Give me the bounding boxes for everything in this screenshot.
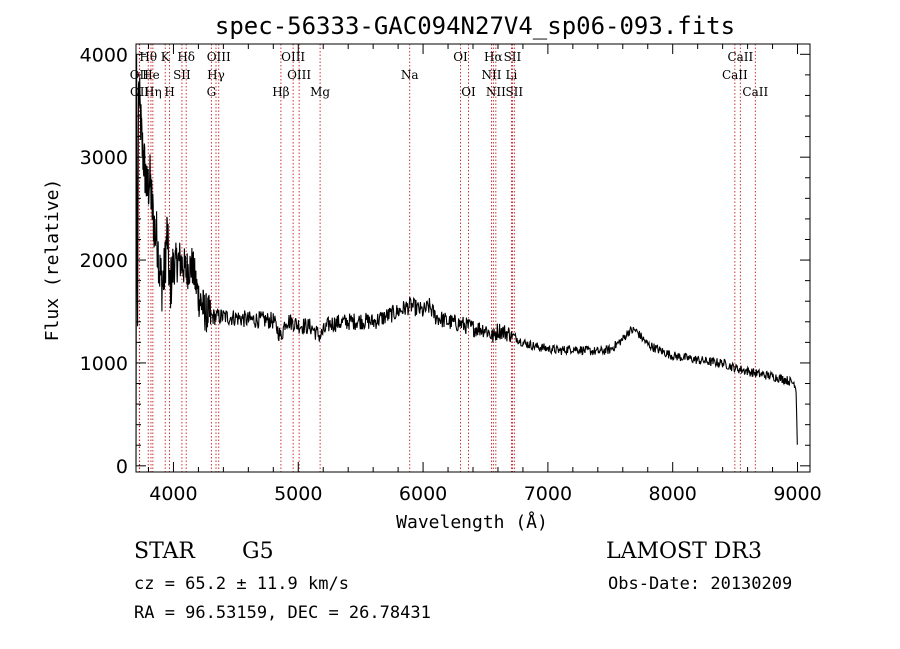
x-tick-label: 4000 xyxy=(149,483,197,505)
line-label: Hη xyxy=(144,85,162,99)
object-class: STAR xyxy=(134,539,195,564)
y-tick-label: 2000 xyxy=(80,250,128,272)
line-label: SII xyxy=(173,68,191,82)
object-subclass: G5 xyxy=(242,539,274,564)
x-tick-label: 5000 xyxy=(274,483,322,505)
survey-name: LAMOST DR3 xyxy=(606,539,762,564)
line-label: He xyxy=(142,68,160,82)
line-label: K xyxy=(161,50,171,64)
x-axis-label: Wavelength (Å) xyxy=(396,511,548,533)
line-label: CaII xyxy=(742,85,768,99)
redshift-velocity: cz = 65.2 ± 11.9 km/s xyxy=(134,574,349,594)
y-tick-label: 3000 xyxy=(80,147,128,169)
line-label: NII xyxy=(486,85,506,99)
y-tick-label: 1000 xyxy=(80,353,128,375)
line-label: Hγ xyxy=(207,68,225,82)
spectrum-line xyxy=(135,54,798,466)
line-label: NII xyxy=(481,68,501,82)
line-label: SII xyxy=(505,85,523,99)
line-label: CaII xyxy=(722,68,748,82)
line-label: SII xyxy=(504,50,522,64)
line-label: Mg xyxy=(310,85,330,99)
line-label: OI xyxy=(453,50,468,64)
y-tick-label: 4000 xyxy=(80,44,128,66)
x-tick-label: 8000 xyxy=(649,483,697,505)
line-label: Na xyxy=(401,68,419,82)
line-label: Hβ xyxy=(272,85,289,99)
y-axis-label: Flux (relative) xyxy=(42,179,63,342)
chart-title: spec-56333-GAC094N27V4_sp06-093.fits xyxy=(215,12,735,40)
y-tick-label: 0 xyxy=(116,456,128,478)
line-label: OIII xyxy=(207,50,231,64)
sky-coordinates: RA = 96.53159, DEC = 26.78431 xyxy=(134,603,431,623)
x-tick-label: 7000 xyxy=(524,483,572,505)
line-label: Li xyxy=(506,68,518,82)
line-label: Hθ xyxy=(139,50,157,64)
line-label: OIII xyxy=(281,50,305,64)
line-label: Hα xyxy=(484,50,503,64)
line-label: OIII xyxy=(287,68,311,82)
line-label: G xyxy=(207,85,217,99)
spectral-line-markers xyxy=(138,44,756,472)
x-tick-label: 9000 xyxy=(773,483,821,505)
x-tick-label: 6000 xyxy=(399,483,447,505)
axis-ticks xyxy=(136,44,810,472)
line-label: Hδ xyxy=(177,50,195,64)
line-label: H xyxy=(164,85,174,99)
observation-date: Obs-Date: 20130209 xyxy=(608,574,793,594)
axis-tick-labels: 4000 5000 6000 7000 8000 9000 0 1000 2000 3000 400… xyxy=(80,44,822,505)
line-label: CaII xyxy=(727,50,753,64)
plot-frame xyxy=(135,43,811,473)
line-label: OI xyxy=(461,85,476,99)
